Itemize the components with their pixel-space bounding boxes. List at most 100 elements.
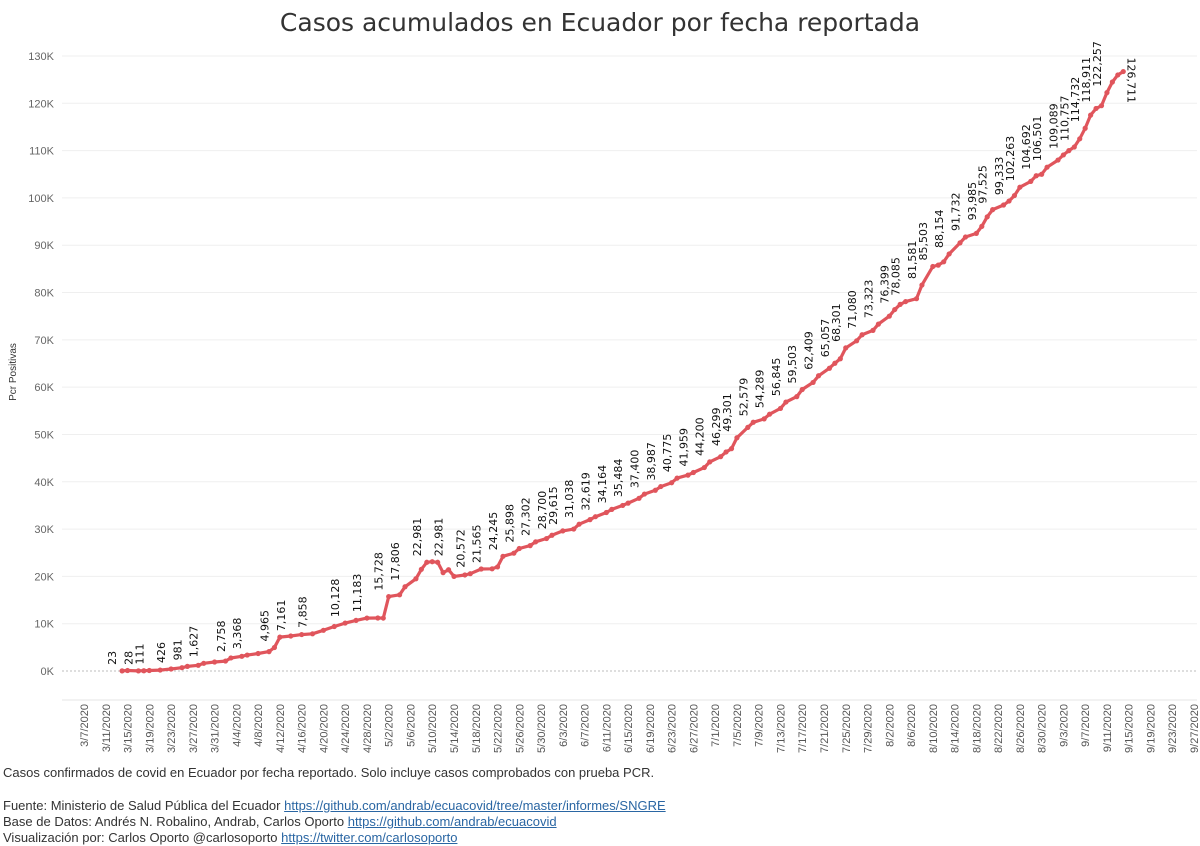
data-point: [418, 566, 424, 572]
data-point: [799, 386, 805, 393]
x-tick-label: 9/23/2020: [1167, 704, 1179, 753]
x-tick-label: 5/30/2020: [536, 704, 548, 753]
data-label: 56,845: [770, 358, 783, 397]
y-tick-label: 40K: [34, 477, 54, 489]
data-point: [429, 559, 435, 565]
data-point: [919, 282, 925, 288]
database-link[interactable]: https://github.com/andrab/ecuacovid: [347, 814, 557, 829]
data-label: 118,911: [1080, 57, 1093, 103]
data-point: [571, 526, 577, 532]
y-tick-label: 100K: [28, 193, 54, 205]
source-link[interactable]: https://github.com/andrab/ecuacovid/tree…: [284, 798, 666, 813]
data-point: [222, 658, 229, 664]
x-tick-label: 5/18/2020: [471, 704, 483, 753]
data-point: [445, 567, 452, 573]
data-label: 109,089: [1047, 103, 1060, 149]
x-tick-label: 6/23/2020: [667, 704, 679, 753]
visualization-link[interactable]: https://twitter.com/carlosoporto: [281, 830, 458, 845]
data-point: [745, 424, 751, 430]
data-point: [228, 655, 234, 661]
data-point: [587, 517, 593, 523]
data-label: 20,572: [454, 529, 467, 568]
data-label: 114,732: [1069, 77, 1082, 123]
data-label: 97,525: [977, 165, 990, 204]
data-point: [440, 570, 446, 576]
x-tick-label: 4/20/2020: [318, 704, 330, 753]
data-point: [195, 662, 201, 668]
data-point: [1039, 171, 1045, 177]
x-tick-label: 3/31/2020: [210, 704, 222, 753]
data-point: [211, 659, 218, 665]
data-point: [903, 298, 909, 305]
data-point: [886, 313, 892, 319]
data-point: [685, 472, 691, 478]
data-label: 78,085: [890, 257, 903, 296]
data-point: [375, 615, 381, 621]
data-point: [984, 214, 990, 220]
data-point: [973, 230, 979, 237]
data-point: [386, 593, 392, 600]
x-tick-label: 7/17/2020: [797, 704, 809, 753]
x-tick-label: 9/11/2020: [1102, 704, 1114, 752]
data-point: [396, 592, 403, 598]
data-point: [244, 652, 250, 658]
data-label: 15,728: [373, 552, 386, 591]
data-label: 104,692: [1020, 124, 1033, 170]
data-label: 25,898: [503, 504, 516, 543]
data-point: [592, 514, 599, 520]
x-tick-label: 4/28/2020: [362, 704, 374, 753]
x-tick-label: 4/4/2020: [231, 704, 243, 747]
data-label: 28,700: [536, 491, 549, 530]
data-point: [239, 653, 245, 659]
x-tick-label: 3/15/2020: [123, 704, 135, 753]
data-point: [320, 627, 327, 633]
data-point: [990, 207, 996, 213]
data-point: [1109, 79, 1115, 85]
visualization-line: Visualización por: Carlos Oporto @carlos…: [3, 830, 666, 846]
data-label: 49,301: [721, 393, 734, 432]
data-point: [179, 665, 185, 671]
data-label: 21,565: [471, 524, 484, 563]
data-point: [1000, 202, 1007, 208]
data-point: [413, 576, 419, 582]
y-tick-label: 80K: [34, 288, 54, 300]
data-label: 62,409: [803, 331, 816, 370]
x-tick-label: 7/9/2020: [754, 704, 766, 747]
data-point: [478, 566, 484, 572]
data-point: [424, 559, 430, 565]
y-tick-label: 110K: [29, 146, 55, 158]
database-text: Base de Datos: Andrés N. Robalino, Andra…: [3, 814, 345, 829]
data-label: 981: [171, 639, 184, 660]
x-tick-label: 8/22/2020: [993, 704, 1005, 753]
data-point: [766, 411, 773, 417]
data-point: [364, 615, 370, 621]
data-point: [576, 521, 582, 527]
data-point: [690, 469, 697, 476]
x-tick-label: 4/8/2020: [253, 704, 265, 747]
data-point: [658, 483, 664, 490]
data-point: [603, 509, 609, 516]
x-tick-label: 5/2/2020: [384, 704, 396, 747]
x-tick-label: 6/3/2020: [558, 704, 570, 747]
data-point: [135, 668, 142, 674]
data-label: 111: [133, 643, 146, 664]
data-label: 44,200: [694, 417, 707, 456]
x-tick-label: 3/23/2020: [166, 704, 178, 753]
data-label: 31,038: [563, 480, 576, 519]
data-point: [1093, 105, 1099, 112]
data-point: [941, 259, 947, 265]
data-point: [641, 491, 648, 497]
data-point: [837, 356, 843, 362]
data-point: [962, 234, 969, 240]
x-tick-label: 4/24/2020: [340, 704, 352, 753]
data-point: [979, 223, 985, 229]
data-point: [723, 449, 729, 455]
y-tick-label: 70K: [34, 335, 54, 347]
data-label: 28: [122, 651, 135, 665]
data-label: 71,080: [846, 290, 859, 329]
y-tick-label: 130K: [28, 51, 54, 63]
data-point: [271, 644, 278, 651]
x-tick-label: 5/6/2020: [405, 704, 417, 747]
data-point: [734, 435, 740, 441]
data-point: [549, 532, 555, 538]
